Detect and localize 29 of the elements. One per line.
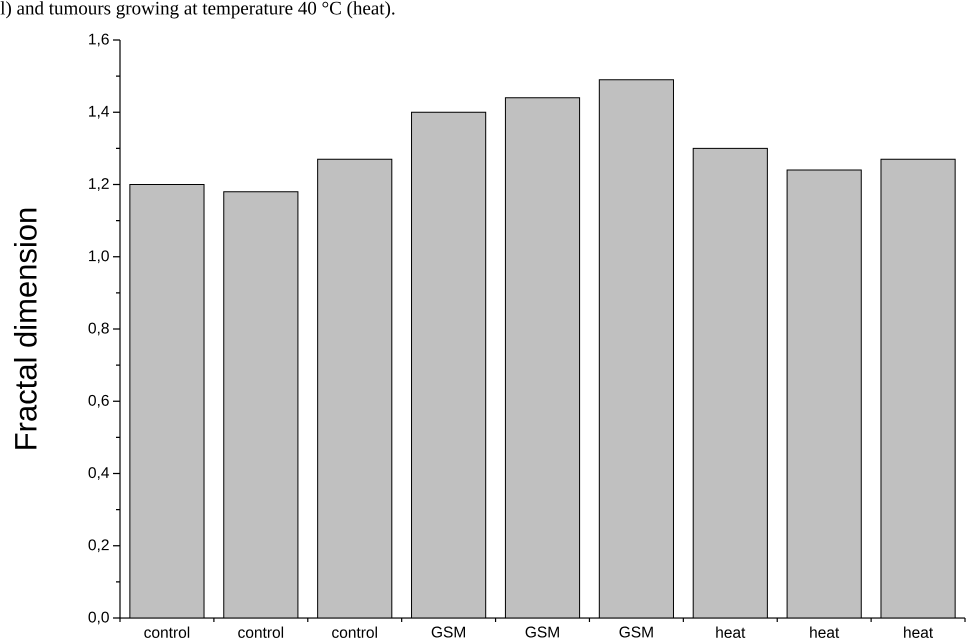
y-axis-title: Fractal dimension xyxy=(14,208,37,449)
bar xyxy=(692,148,768,618)
y-tick-label: 1,4 xyxy=(89,106,110,119)
x-tick-label: GSM xyxy=(526,626,559,638)
bar xyxy=(223,191,298,618)
x-tick-label: control xyxy=(238,626,284,638)
x-tick-label: heat xyxy=(810,626,840,638)
y-tick-label: 0,4 xyxy=(88,467,110,480)
x-tick-label: control xyxy=(144,626,190,638)
text: l) and tumours growing at temperature 40 °C (heat). xyxy=(0,1,394,18)
x-tick-label: control xyxy=(332,626,377,638)
bar xyxy=(786,170,862,618)
y-tick-label: 1,0 xyxy=(89,250,109,264)
bar xyxy=(317,158,392,618)
x-tick-label: GSM xyxy=(432,626,465,638)
bar xyxy=(598,79,674,618)
y-tick-label: 0,0 xyxy=(88,612,109,624)
bar xyxy=(504,97,580,618)
y-tick-label: 0,6 xyxy=(88,394,109,408)
y-tick-label: 1,6 xyxy=(89,34,109,46)
y-tick-label: 1,2 xyxy=(89,178,109,191)
x-tick-label: heat xyxy=(716,626,746,638)
x-tick-label: heat xyxy=(904,626,934,638)
x-tick-label: GSM xyxy=(620,626,653,638)
bar xyxy=(129,184,205,618)
y-tick-label: 0,2 xyxy=(88,539,109,552)
bar xyxy=(880,158,956,618)
bar xyxy=(411,112,486,618)
y-tick-label: 0,8 xyxy=(88,322,109,336)
